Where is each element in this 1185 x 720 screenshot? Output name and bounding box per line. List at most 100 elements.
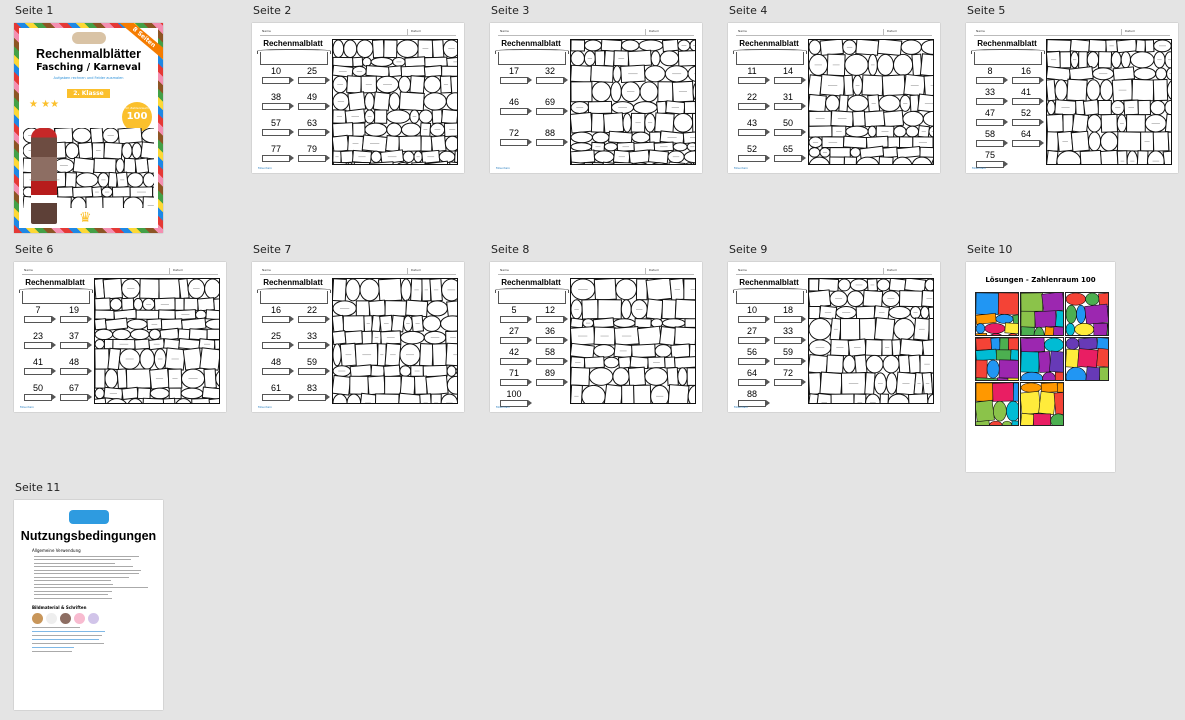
instruction-banner [971, 49, 1045, 65]
picture-cell [677, 367, 688, 386]
picture-cell [911, 156, 933, 164]
picture-cell [627, 49, 653, 67]
page-label[interactable]: Seite 9 [729, 243, 768, 256]
picture-cell [1086, 51, 1100, 69]
picture-cell [864, 372, 876, 395]
key-number: 63 [306, 118, 317, 128]
pencil-icon [774, 103, 806, 110]
picture-cell [1110, 51, 1122, 69]
picture-cell [829, 156, 845, 164]
key-number: 75 [984, 150, 995, 160]
page-thumbnail-11[interactable]: Nutzungsbedingungen Allgemeine Verwendung… [14, 500, 163, 710]
picture-cell [1053, 390, 1063, 416]
picture-cell [878, 94, 901, 112]
color-key-item: 43 [736, 119, 770, 136]
color-key-item: 59 [772, 348, 806, 365]
key-number: 79 [306, 144, 317, 154]
coloring-picture-svg [571, 40, 695, 164]
picture-cell [649, 131, 662, 144]
page-thumbnail-5[interactable]: Name Datum Rechenmalblatt 8 16 33 41 47 52 58 64 75… [966, 23, 1178, 173]
terms-line [34, 555, 140, 557]
page-label[interactable]: Seite 6 [15, 243, 54, 256]
color-key-item: 16 [260, 306, 294, 323]
picture-cell [881, 74, 906, 97]
picture-cell [865, 354, 884, 374]
picture-cell [104, 317, 129, 331]
picture-cell [208, 397, 219, 403]
page-thumbnail-8[interactable]: Name Datum Rechenmalblatt 5 12 27 36 42 58 71 89 10… [490, 262, 702, 412]
picture-cell [924, 279, 933, 292]
credit-line [32, 650, 73, 652]
picture-cell [71, 128, 92, 144]
color-key-item: 47 [974, 109, 1008, 126]
picture-cell [72, 186, 94, 199]
pencil-icon [738, 77, 770, 84]
picture-cell [431, 343, 448, 367]
picture-cell [423, 75, 442, 94]
worksheet-header: Name Datum [498, 267, 694, 275]
picture-cell [371, 40, 385, 59]
color-key-item: 69 [534, 98, 568, 115]
page-thumbnail-1[interactable]: 8 Seiten Rechenmalblätter Fasching / Karne… [14, 23, 163, 233]
coloring-picture [94, 278, 220, 404]
page-label[interactable]: Seite 11 [15, 481, 61, 494]
page-thumbnail-7[interactable]: Name Datum Rechenmalblatt 16 22 25 33 48 59 61 83 M… [252, 262, 464, 412]
coloring-picture-svg [95, 279, 219, 403]
color-key-item: 56 [736, 347, 770, 365]
solution-tile [1065, 292, 1109, 336]
picture-cell [1021, 351, 1040, 373]
page-label[interactable]: Seite 3 [491, 4, 530, 17]
picture-cell [1088, 40, 1107, 53]
picture-cell [888, 306, 911, 320]
page-thumbnail-10[interactable]: Lösungen - Zahlenraum 100 [966, 262, 1115, 472]
page-label[interactable]: Seite 2 [253, 4, 292, 17]
picture-cell [644, 367, 669, 386]
page-label[interactable]: Seite 8 [491, 243, 530, 256]
page-thumbnail-9[interactable]: Name Datum Rechenmalblatt 10 18 27 33 56 59 64 72 8… [728, 262, 940, 412]
color-key-item: 36 [534, 327, 568, 344]
picture-cell [355, 300, 370, 317]
picture-cell [95, 368, 106, 389]
picture-cell [1112, 66, 1136, 82]
color-key-item: 8 [974, 67, 1008, 84]
number-key: 16 22 25 33 48 59 61 83 [260, 306, 330, 401]
picture-cell [992, 383, 1014, 402]
picture-cell [121, 297, 135, 311]
picture-cell [121, 142, 133, 160]
picture-cell [1021, 412, 1035, 425]
picture-cell [902, 110, 924, 127]
credit-logo [46, 612, 57, 624]
picture-cell [837, 279, 851, 292]
coloring-picture-svg [1047, 40, 1171, 164]
picture-cell [344, 330, 364, 346]
picture-cell [873, 317, 896, 342]
picture-cell [629, 355, 650, 370]
date-label: Datum [645, 29, 659, 35]
page-label[interactable]: Seite 5 [967, 4, 1006, 17]
credit-logo [32, 612, 43, 624]
cover-tagline: Aufgaben rechnen und Felder ausmalen [53, 76, 124, 80]
key-number: 56 [746, 347, 757, 357]
page-thumbnail-2[interactable]: Name Datum Rechenmalblatt 10 25 38 49 57 63 77 79 M… [252, 23, 464, 173]
picture-cell [571, 161, 586, 164]
picture-cell [921, 338, 933, 357]
picture-cell [160, 318, 183, 331]
page-label[interactable]: Seite 4 [729, 4, 768, 17]
picture-cell [1077, 348, 1099, 369]
picture-cell [1086, 79, 1101, 101]
picture-cell [900, 40, 922, 55]
picture-cell [199, 347, 219, 371]
picture-cell [691, 112, 695, 133]
page-label[interactable]: Seite 7 [253, 243, 292, 256]
picture-cell [846, 290, 865, 308]
page-label[interactable]: Seite 1 [15, 4, 54, 17]
picture-cell [419, 343, 434, 367]
terms-line [34, 559, 131, 560]
page-thumbnail-6[interactable]: Name Datum Rechenmalblatt 7 19 23 37 41 48 50 67 Mo… [14, 262, 226, 412]
page-label[interactable]: Seite 10 [967, 243, 1013, 256]
page-thumbnail-4[interactable]: Name Datum Rechenmalblatt 11 14 22 31 43 50 52 65 M… [728, 23, 940, 173]
picture-cell [430, 135, 447, 153]
page-thumbnail-3[interactable]: Name Datum Rechenmalblatt 17 32 46 69 72 88 Mount… [490, 23, 702, 173]
solution-tile [1020, 292, 1064, 336]
picture-cell [1098, 293, 1108, 307]
